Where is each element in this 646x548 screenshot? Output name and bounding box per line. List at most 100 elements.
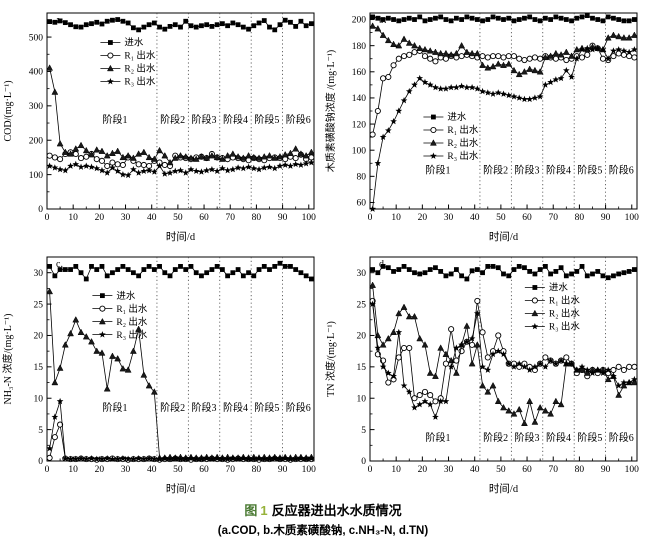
svg-text:阶段2: 阶段2 (160, 113, 185, 126)
svg-text:R₃ 出水: R₃ 出水 (124, 76, 156, 88)
svg-text:阶段2: 阶段2 (160, 401, 185, 414)
svg-text:阶段3: 阶段3 (192, 113, 217, 126)
svg-text:60: 60 (199, 465, 209, 475)
series-b-0 (370, 13, 637, 24)
svg-text:进水: 进水 (549, 282, 569, 294)
chart-panel-b-lignosulfonate: 阶段1 阶段2 阶段3 阶段4 阶段5 阶段6 0 10 20 30 40 50 60 70 80 90 100… (323, 2, 646, 244)
svg-text:40: 40 (147, 465, 157, 475)
svg-text:50: 50 (173, 465, 183, 475)
svg-text:100: 100 (29, 171, 44, 181)
svg-text:80: 80 (357, 173, 367, 183)
svg-text:0: 0 (38, 205, 43, 215)
svg-text:25: 25 (34, 300, 44, 310)
svg-text:阶段1: 阶段1 (103, 401, 128, 414)
svg-text:R₁ 出水: R₁ 出水 (549, 295, 581, 307)
svg-text:70: 70 (548, 213, 558, 223)
series-d-0 (370, 264, 637, 282)
stage-labels-b: 阶段1 阶段2 阶段3 阶段4 阶段5 阶段6 (426, 164, 634, 177)
y-axis-label-b: 木质素磺酸钠浓度 /(mg·L⁻¹) (324, 50, 337, 172)
svg-text:25: 25 (357, 300, 367, 310)
svg-text:0: 0 (45, 465, 50, 475)
svg-text:80: 80 (252, 213, 262, 223)
svg-text:40: 40 (470, 213, 480, 223)
svg-text:0: 0 (45, 213, 50, 223)
svg-text:80: 80 (575, 465, 585, 475)
svg-text:进水: 进水 (447, 111, 467, 123)
svg-text:60: 60 (357, 199, 367, 209)
y-axis-label-d: TN 浓度/(mg·L⁻¹) (324, 321, 337, 397)
svg-text:阶段3: 阶段3 (192, 401, 217, 414)
svg-text:0: 0 (38, 457, 43, 467)
svg-text:80: 80 (252, 465, 262, 475)
svg-text:10: 10 (68, 465, 78, 475)
caption-fig-number: 1 (260, 503, 268, 518)
series-a-2 (46, 64, 315, 166)
svg-text:阶段6: 阶段6 (609, 164, 634, 177)
chart-b-svg: 阶段1 阶段2 阶段3 阶段4 阶段5 阶段6 0 10 20 30 40 50 60 70 80 90 100… (324, 12, 640, 243)
svg-text:R₂ 出水: R₂ 出水 (447, 137, 479, 149)
svg-text:R₁ 出水: R₁ 出水 (447, 124, 479, 136)
svg-text:500: 500 (29, 33, 44, 43)
svg-text:30: 30 (34, 269, 44, 279)
svg-text:进水: 进水 (116, 290, 136, 302)
svg-text:50: 50 (496, 213, 506, 223)
svg-text:阶段5: 阶段5 (577, 431, 602, 444)
svg-text:0: 0 (368, 465, 373, 475)
svg-text:R₃ 出水: R₃ 出水 (447, 150, 479, 162)
stage-labels-c: 阶段1 阶段2 阶段3 阶段4 阶段5 阶段6 (103, 401, 311, 414)
svg-text:阶段6: 阶段6 (609, 431, 634, 444)
svg-text:400: 400 (29, 68, 44, 78)
chart-panel-d-tn: 阶段1 阶段2 阶段3 阶段4 阶段5 阶段6 0 10 20 30 40 50 60 70 80 90 100… (323, 246, 646, 496)
svg-text:100: 100 (625, 213, 640, 223)
svg-text:0: 0 (361, 457, 366, 467)
svg-text:50: 50 (496, 465, 506, 475)
svg-text:30: 30 (444, 465, 454, 475)
svg-text:20: 20 (418, 213, 428, 223)
series-a-3 (46, 159, 315, 179)
svg-text:70: 70 (225, 465, 235, 475)
svg-text:阶段1: 阶段1 (426, 164, 451, 177)
svg-text:R₃ 出水: R₃ 出水 (116, 329, 148, 341)
series-d-3 (369, 300, 638, 420)
svg-text:40: 40 (147, 213, 157, 223)
svg-text:进水: 进水 (124, 37, 144, 49)
svg-text:60: 60 (199, 213, 209, 223)
svg-text:30: 30 (121, 213, 131, 223)
svg-text:20: 20 (418, 465, 428, 475)
plot-frame-d (369, 256, 638, 462)
series-a-0 (47, 17, 314, 33)
caption-subtitle: (a.COD, b.木质素磺酸钠, c.NH₃-N, d.TN) (217, 525, 429, 537)
svg-text:10: 10 (391, 213, 401, 223)
svg-text:20: 20 (34, 332, 44, 342)
svg-text:60: 60 (522, 465, 532, 475)
svg-text:200: 200 (352, 16, 367, 26)
caption-title: 反应器进出水水质情况 (271, 503, 402, 518)
svg-text:160: 160 (352, 68, 367, 78)
svg-text:120: 120 (352, 120, 367, 130)
svg-text:R₁ 出水: R₁ 出水 (116, 303, 148, 315)
svg-text:70: 70 (225, 213, 235, 223)
svg-text:200: 200 (29, 136, 44, 146)
chart-a-svg: 阶段1 阶段2 阶段3 阶段4 阶段5 阶段6 0 10 20 30 40 50 60 70 80 90 100… (3, 12, 317, 243)
svg-text:阶段1: 阶段1 (426, 431, 451, 444)
svg-text:阶段3: 阶段3 (515, 164, 540, 177)
chart-panel-a-cod: 阶段1 阶段2 阶段3 阶段4 阶段5 阶段6 0 10 20 30 40 50 60 70 80 90 100… (0, 2, 323, 244)
x-axis-label-b: 时间/d (489, 230, 519, 243)
svg-text:100: 100 (302, 213, 317, 223)
svg-text:10: 10 (68, 213, 78, 223)
svg-text:阶段4: 阶段4 (546, 164, 571, 177)
svg-text:阶段3: 阶段3 (515, 431, 540, 444)
svg-text:40: 40 (470, 465, 480, 475)
caption-fig-word: 图 (244, 503, 258, 518)
svg-text:阶段5: 阶段5 (254, 113, 279, 126)
svg-text:100: 100 (302, 465, 317, 475)
svg-text:阶段1: 阶段1 (103, 113, 128, 126)
svg-text:10: 10 (357, 394, 367, 404)
x-axis-label-d: 时间/d (489, 482, 519, 495)
